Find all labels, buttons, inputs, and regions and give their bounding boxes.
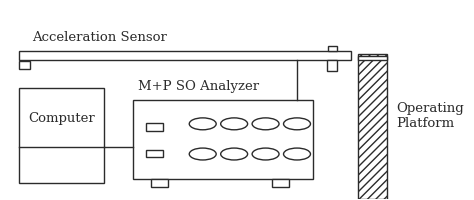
- Bar: [146, 150, 163, 157]
- Text: Computer: Computer: [28, 112, 95, 125]
- Bar: [272, 179, 289, 187]
- Bar: [18, 88, 104, 183]
- Circle shape: [283, 118, 310, 130]
- Circle shape: [221, 118, 247, 130]
- Bar: [133, 100, 313, 179]
- Bar: [18, 51, 351, 60]
- Bar: [327, 60, 337, 71]
- Circle shape: [221, 148, 247, 160]
- Bar: [357, 54, 387, 199]
- Bar: [146, 123, 163, 131]
- Bar: [357, 56, 387, 60]
- Bar: [18, 61, 30, 69]
- Circle shape: [189, 118, 216, 130]
- Bar: [328, 46, 337, 51]
- Circle shape: [283, 148, 310, 160]
- Circle shape: [189, 148, 216, 160]
- Circle shape: [252, 148, 279, 160]
- Bar: [151, 179, 168, 187]
- Circle shape: [252, 118, 279, 130]
- Text: Acceleration Sensor: Acceleration Sensor: [32, 31, 167, 44]
- Text: Operating
Platform: Operating Platform: [396, 102, 464, 130]
- Text: M+P SO Analyzer: M+P SO Analyzer: [137, 80, 259, 93]
